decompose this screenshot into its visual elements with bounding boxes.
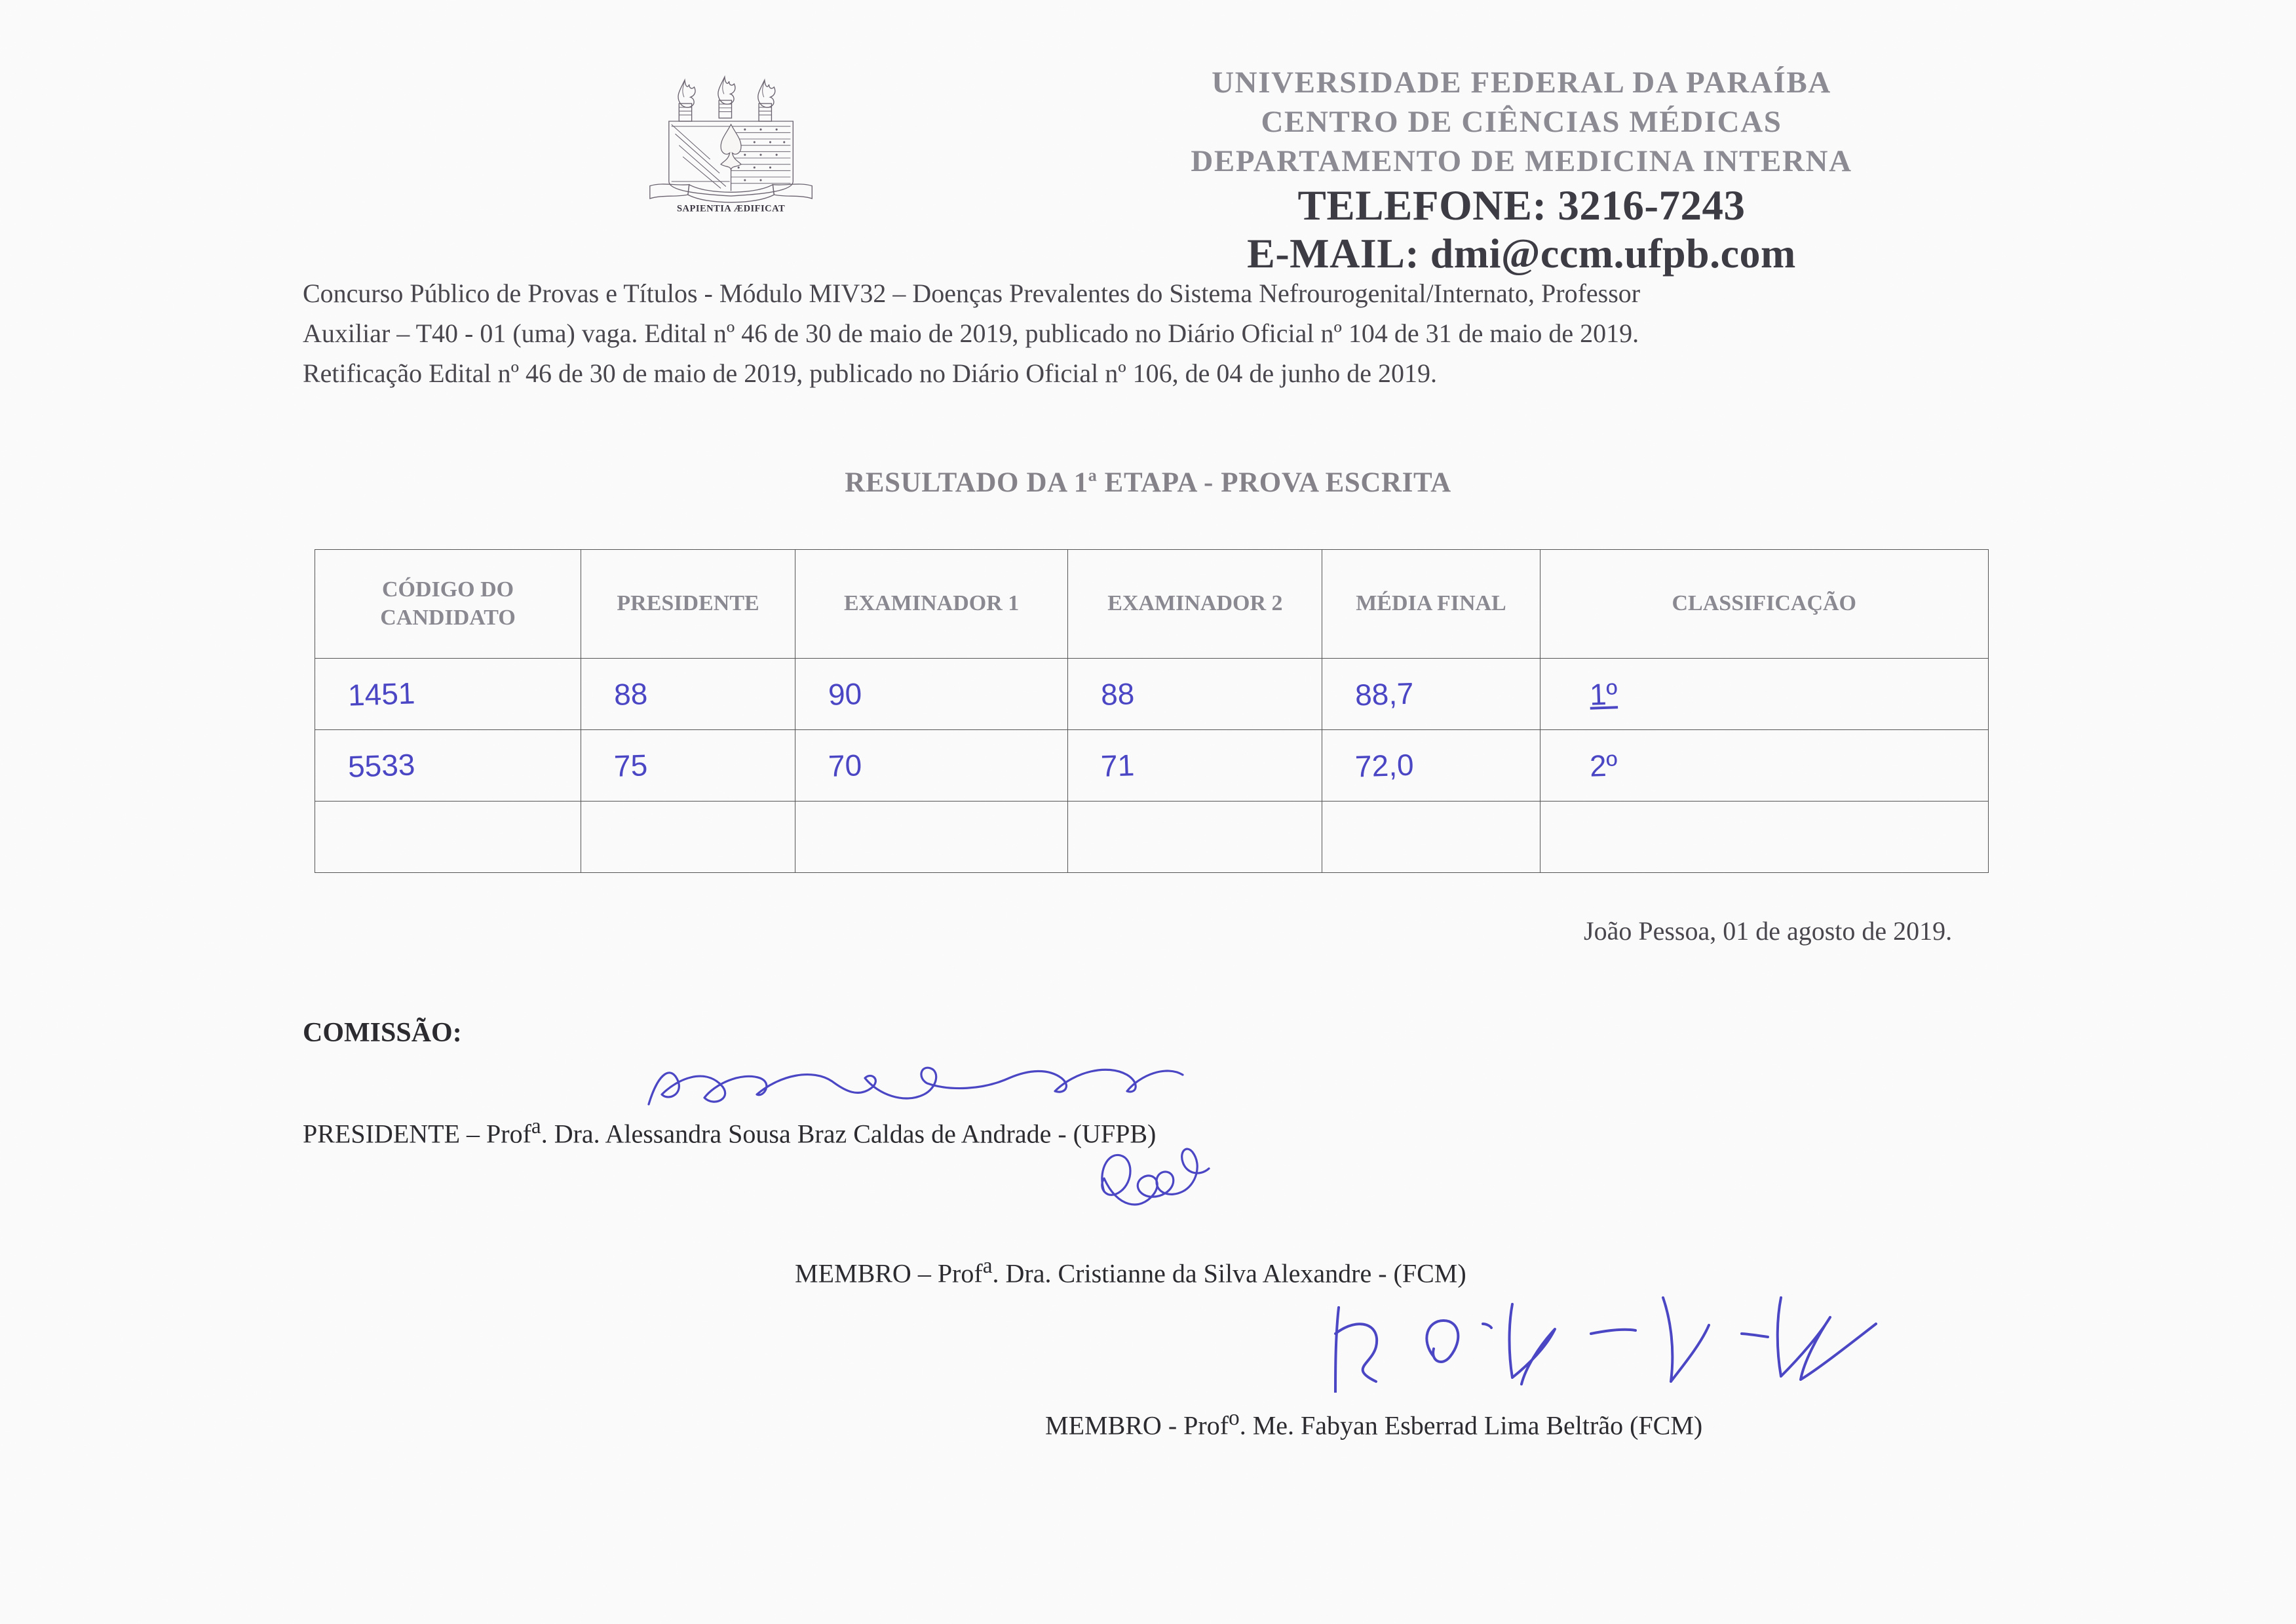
svg-text:SAPIENTIA ÆDIFICAT: SAPIENTIA ÆDIFICAT (677, 203, 785, 214)
